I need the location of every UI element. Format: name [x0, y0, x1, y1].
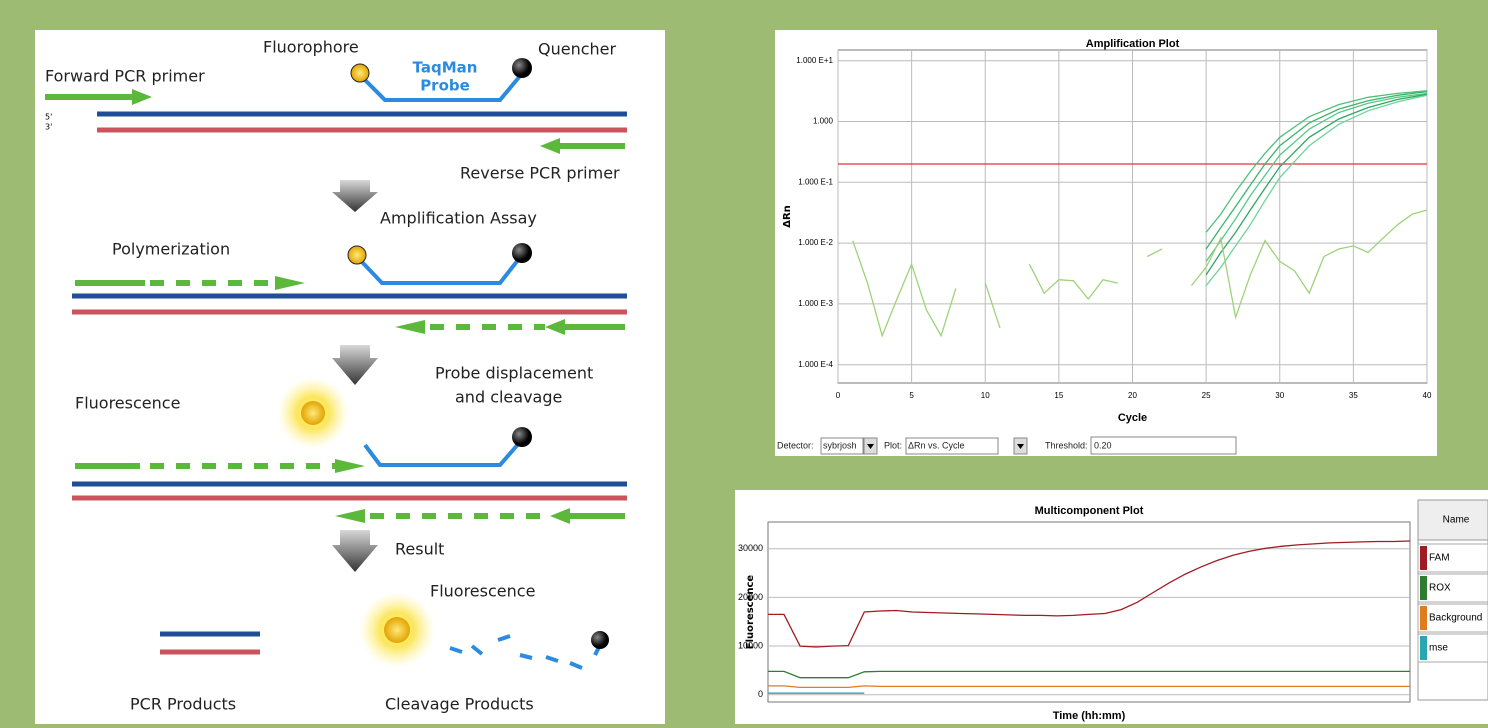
- x-tick-label: 35: [1349, 391, 1358, 400]
- label: and cleavage: [455, 388, 562, 407]
- label: Cleavage Products: [385, 695, 534, 714]
- legend-label: Background: [1429, 613, 1482, 624]
- select-value: ΔRn vs. Cycle: [908, 440, 965, 450]
- select-value: sybrjosh: [823, 440, 857, 450]
- input-value: 0.20: [1094, 440, 1112, 450]
- y-tick-label: 1.000 E-4: [798, 360, 833, 369]
- legend-label: mse: [1429, 643, 1448, 654]
- label: Fluorescence: [75, 394, 180, 413]
- fluorophore: [301, 401, 325, 425]
- label: Quencher: [538, 40, 617, 59]
- canvas: Forward PCR primer Fluorophore TaqMan Pr…: [0, 0, 1488, 724]
- label: 5': [45, 113, 52, 122]
- legend-title: Name: [1443, 515, 1470, 526]
- y-tick-label: 0: [758, 689, 763, 699]
- quencher: [512, 243, 532, 263]
- fluorophore: [348, 246, 366, 264]
- y-axis-label: Fluorescence: [745, 575, 756, 650]
- x-tick-label: 30: [1275, 391, 1284, 400]
- label: Fluorophore: [263, 38, 359, 57]
- fluorophore: [351, 64, 369, 82]
- label: Result: [395, 540, 444, 559]
- quencher: [512, 58, 532, 78]
- page: Forward PCR primer Fluorophore TaqMan Pr…: [0, 0, 1488, 724]
- x-tick-label: 25: [1202, 391, 1211, 400]
- x-axis-label: Cycle: [1118, 412, 1147, 424]
- text-input[interactable]: [1091, 437, 1236, 454]
- x-tick-label: 20: [1128, 391, 1137, 400]
- label: Polymerization: [112, 240, 230, 259]
- x-tick-label: 10: [981, 391, 990, 400]
- x-tick-label: 40: [1423, 391, 1432, 400]
- y-axis-label: ΔRn: [782, 205, 793, 228]
- quencher: [512, 427, 532, 447]
- y-tick-label: 1.000 E-1: [798, 177, 833, 186]
- y-tick-label: 20000: [738, 592, 763, 602]
- x-tick-label: 0: [836, 391, 841, 400]
- label: Fluorescence: [430, 582, 535, 601]
- label: Plot:: [884, 440, 902, 450]
- y-tick-label: 1.000 E-2: [798, 238, 833, 247]
- chart-title: Multicomponent Plot: [1035, 505, 1144, 517]
- chart-title: Amplification Plot: [1086, 38, 1180, 50]
- label: Detector:: [777, 440, 814, 450]
- x-axis-label: Time (hh:mm): [1053, 710, 1126, 722]
- label: 3': [45, 123, 52, 132]
- x-tick-label: 15: [1054, 391, 1063, 400]
- label: TaqMan: [413, 59, 478, 77]
- quencher: [591, 631, 609, 649]
- y-tick-label: 1.000: [813, 117, 834, 126]
- label: Reverse PCR primer: [460, 164, 620, 183]
- label: Probe displacement: [435, 364, 593, 383]
- y-tick-label: 1.000 E-3: [798, 299, 833, 308]
- y-tick-label: 30000: [738, 543, 763, 553]
- legend-swatch: [1420, 576, 1427, 600]
- label: PCR Products: [130, 695, 236, 714]
- x-tick-label: 5: [909, 391, 914, 400]
- label: Probe: [420, 77, 470, 95]
- label: Forward PCR primer: [45, 67, 205, 86]
- legend-swatch: [1420, 636, 1427, 660]
- legend-label: ROX: [1429, 583, 1451, 594]
- label: Threshold:: [1045, 440, 1088, 450]
- fluorophore: [384, 617, 410, 643]
- legend-swatch: [1420, 606, 1427, 630]
- label: Amplification Assay: [380, 209, 537, 228]
- diagram: Forward PCR primer Fluorophore TaqMan Pr…: [35, 30, 665, 724]
- y-tick-label: 10000: [738, 640, 763, 650]
- y-tick-label: 1.000 E+1: [796, 56, 833, 65]
- legend-label: FAM: [1429, 553, 1450, 564]
- legend-swatch: [1420, 546, 1427, 570]
